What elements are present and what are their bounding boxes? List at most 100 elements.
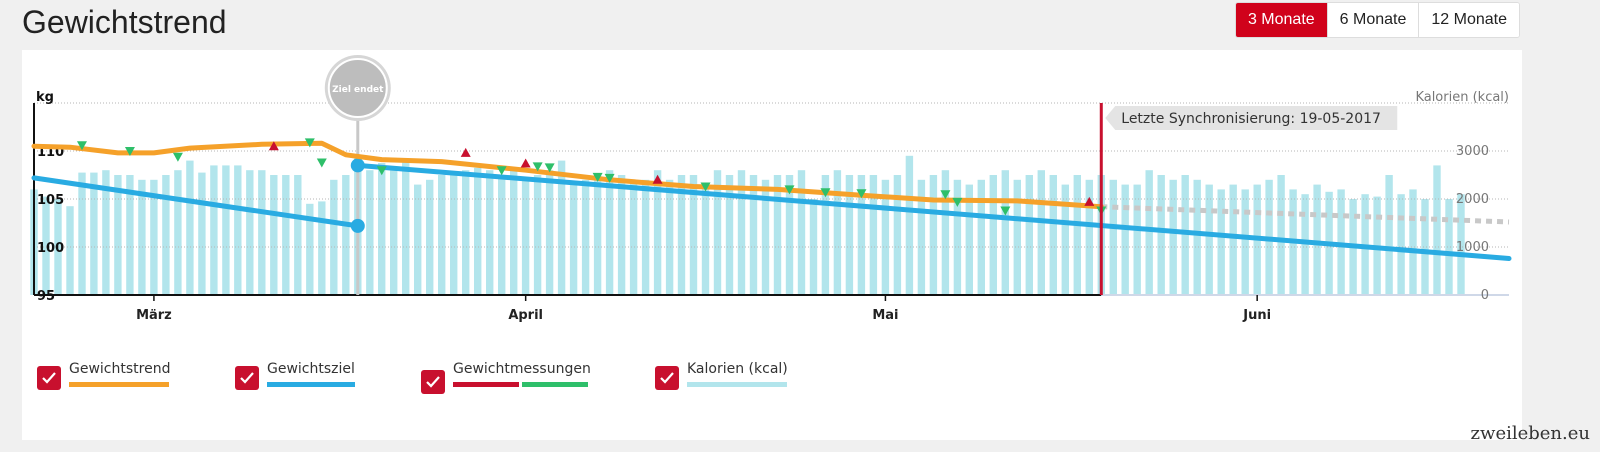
- range-12-months-button[interactable]: 12 Monate: [1418, 3, 1519, 37]
- calorie-bar: [138, 179, 146, 295]
- calorie-bar: [1217, 189, 1225, 295]
- calorie-bar: [1313, 184, 1321, 295]
- range-3-months-button[interactable]: 3 Monate: [1235, 3, 1327, 37]
- range-6-months-button[interactable]: 6 Monate: [1326, 3, 1419, 37]
- measurement-up-marker: [652, 174, 663, 184]
- calorie-bar: [186, 160, 194, 295]
- y-right-tick-label: 2000: [1456, 192, 1489, 207]
- calorie-bar: [246, 170, 254, 295]
- goal-pin-label: Ziel endet: [332, 85, 384, 95]
- calorie-bar: [941, 170, 950, 295]
- measurement-down-marker: [496, 166, 507, 176]
- calorie-bar: [569, 184, 578, 295]
- calorie-bar: [725, 175, 734, 295]
- legend-item-weight-goal[interactable]: Gewichtsziel: [235, 360, 355, 390]
- calorie-bar: [1241, 189, 1249, 295]
- calorie-bar: [989, 175, 997, 295]
- y-right-tick-label: 1000: [1456, 240, 1489, 255]
- measurement-down-marker: [1000, 206, 1011, 216]
- calorie-bar: [1049, 175, 1057, 295]
- calorie-bar: [1181, 175, 1189, 295]
- calorie-bar: [378, 163, 386, 295]
- calorie-bar: [737, 170, 746, 295]
- calorie-bar: [198, 172, 206, 295]
- legend-item-weight-trend[interactable]: Gewichtstrend: [37, 360, 170, 390]
- x-tick-label: Mai: [872, 308, 898, 323]
- y-left-unit-label: kg: [36, 90, 54, 105]
- legend-label: Gewichtmessungen: [453, 361, 591, 377]
- calorie-bar: [78, 172, 86, 295]
- goal-pin-inner: [327, 58, 388, 118]
- calorie-bar: [545, 170, 554, 295]
- measurement-down-marker: [376, 166, 387, 176]
- goal-line-start-dot: [350, 158, 365, 173]
- calorie-bar: [977, 179, 985, 295]
- legend-swatch: [267, 382, 355, 387]
- legend-swatch: [687, 382, 788, 387]
- x-tick-label: März: [136, 308, 172, 323]
- calorie-bar: [234, 165, 242, 295]
- legend-label: Kalorien (kcal): [687, 361, 788, 377]
- calorie-bar: [809, 199, 818, 295]
- measurement-down-marker: [604, 173, 615, 183]
- y-left-tick-label: 95: [37, 289, 55, 304]
- checkbox-checked-icon[interactable]: [37, 366, 61, 390]
- calorie-bar: [1145, 170, 1153, 295]
- calorie-bar: [953, 179, 962, 295]
- measurement-up-marker: [1084, 196, 1095, 206]
- legend-label: Gewichtsziel: [267, 361, 355, 377]
- calorie-bar: [557, 160, 566, 295]
- weight-forecast-line: [1101, 204, 1510, 225]
- calorie-bar: [1157, 175, 1165, 295]
- y-right-unit-label: Kalorien (kcal): [1415, 90, 1509, 105]
- calorie-bar: [42, 196, 50, 295]
- calorie-bar: [833, 170, 842, 295]
- calorie-bar: [462, 170, 470, 295]
- measurement-down-marker: [940, 190, 951, 200]
- calorie-bar: [306, 203, 314, 295]
- calorie-bar: [1397, 194, 1405, 295]
- goal-line-previous: [31, 175, 361, 229]
- measurement-down-marker: [952, 197, 963, 207]
- calorie-bar: [1445, 199, 1453, 295]
- legend-item-calories[interactable]: Kalorien (kcal): [655, 360, 788, 390]
- calorie-bar: [1073, 175, 1081, 295]
- calorie-bar: [1301, 194, 1309, 295]
- calorie-bar: [1121, 184, 1129, 295]
- legend-item-weight-measurements[interactable]: Gewichtmessungen: [421, 360, 591, 394]
- measurement-down-marker: [316, 158, 327, 168]
- calorie-bar: [174, 170, 182, 295]
- calorie-bar: [210, 165, 218, 295]
- calorie-bar: [689, 175, 698, 295]
- calorie-bar: [701, 184, 710, 295]
- calorie-bar: [1433, 165, 1441, 295]
- calorie-bar: [1061, 184, 1069, 295]
- calorie-bar: [66, 206, 74, 295]
- calorie-bar: [498, 175, 506, 295]
- calorie-bar: [1001, 170, 1009, 295]
- calorie-bar: [162, 175, 170, 295]
- goal-line-end-dot: [350, 218, 365, 233]
- y-left-tick-label: 105: [37, 193, 64, 208]
- calorie-bar: [1229, 184, 1237, 295]
- calorie-bar: [653, 170, 662, 295]
- weight-trend-line: [31, 140, 1104, 210]
- calorie-bar: [414, 184, 422, 295]
- chart-panel: kg 95 100 105 110 Kalorien (kcal) 0 1000 2000 300…: [22, 50, 1522, 440]
- page-title: Gewichtstrend: [22, 4, 227, 40]
- calorie-bar: [114, 175, 122, 295]
- calorie-bar: [1205, 184, 1213, 295]
- legend-swatch: [69, 382, 170, 387]
- calorie-bar: [1457, 194, 1465, 295]
- goal-line-current: [355, 162, 1512, 261]
- checkbox-checked-icon[interactable]: [655, 366, 679, 390]
- chart-legend: Gewichtstrend Gewichtsziel Gewichtmessun…: [37, 360, 1037, 420]
- calorie-bar: [1133, 184, 1141, 295]
- calorie-bar: [845, 175, 854, 295]
- calorie-bar: [222, 165, 230, 295]
- checkbox-checked-icon[interactable]: [421, 370, 445, 394]
- calorie-bar: [1193, 179, 1201, 295]
- checkbox-checked-icon[interactable]: [235, 366, 259, 390]
- sync-label-box: [1105, 106, 1398, 130]
